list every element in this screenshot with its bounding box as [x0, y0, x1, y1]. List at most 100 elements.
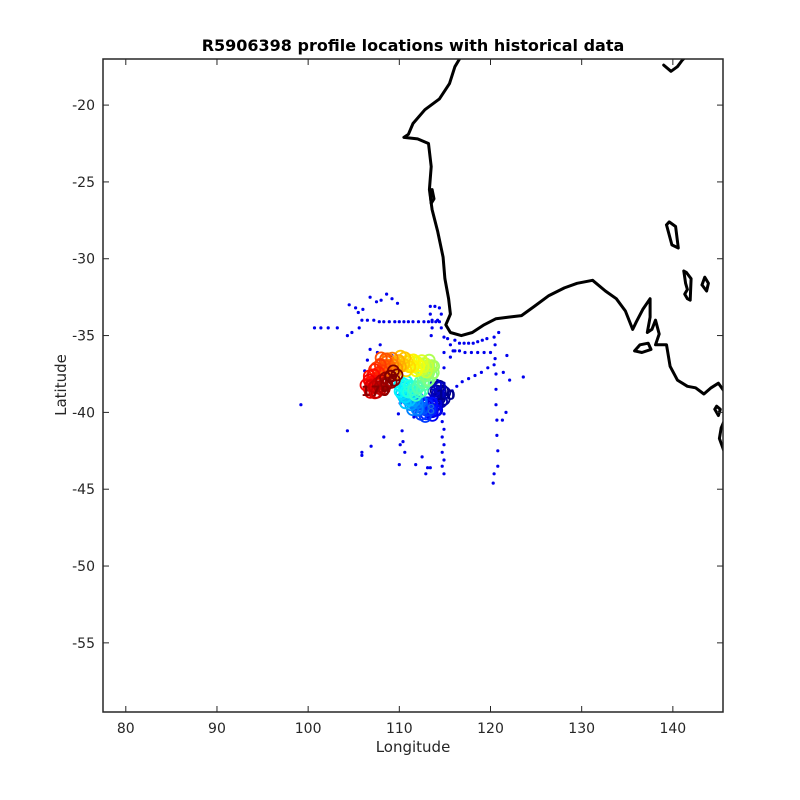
historical-point: [420, 455, 424, 459]
profile-location-marker: [415, 384, 429, 398]
historical-point: [369, 444, 373, 448]
historical-point: [488, 350, 493, 355]
profile-label-last: 179: [361, 384, 390, 400]
historical-point: [497, 330, 501, 335]
historical-point: [495, 418, 499, 422]
historical-point: [494, 403, 498, 407]
historical-point: [395, 301, 400, 305]
historical-point: [378, 343, 382, 347]
historical-point: [462, 341, 466, 345]
historical-point: [442, 335, 446, 339]
historical-point: [501, 370, 505, 374]
profile-label-first: 10: [436, 388, 456, 404]
historical-point: [460, 380, 464, 384]
historical-point: [354, 306, 358, 310]
historical-point: [453, 349, 457, 353]
historical-point: [442, 427, 446, 431]
historical-point: [372, 318, 376, 322]
coastline-segment: [700, 275, 710, 293]
x-tick-label: 100: [295, 721, 322, 737]
profile-location-marker: [386, 364, 400, 378]
historical-point: [402, 320, 406, 324]
historical-point: [463, 350, 467, 355]
historical-point: [496, 449, 500, 453]
historical-point: [361, 307, 365, 311]
coastline-segment: [665, 220, 680, 250]
historical-point: [495, 433, 499, 437]
historical-point: [473, 373, 477, 378]
historical-point: [482, 350, 486, 355]
historical-point: [500, 418, 504, 422]
historical-point: [440, 420, 444, 424]
coastline-segment: [428, 188, 436, 205]
historical-point: [428, 304, 432, 308]
y-tick-label: -20: [72, 98, 95, 114]
historical-point: [467, 377, 471, 381]
profile-location-marker: [390, 368, 404, 382]
historical-point: [521, 375, 525, 379]
historical-point: [406, 320, 410, 324]
x-tick-label: 130: [568, 721, 595, 737]
historical-point: [440, 450, 444, 454]
historical-point: [471, 341, 475, 345]
historical-point: [504, 410, 508, 414]
historical-point: [426, 466, 430, 470]
historical-point: [455, 384, 459, 388]
historical-point: [480, 338, 484, 342]
historical-point: [397, 463, 401, 467]
historical-point: [457, 349, 462, 353]
historical-point: [492, 335, 496, 339]
y-tick-label: -45: [72, 482, 95, 498]
historical-point: [387, 320, 391, 324]
x-tick-label: 120: [477, 721, 504, 737]
historical-point: [368, 295, 372, 299]
historical-point: [430, 326, 434, 330]
historical-point: [436, 318, 440, 322]
historical-point: [442, 412, 446, 416]
historical-point: [385, 292, 389, 296]
historical-point: [382, 320, 386, 324]
historical-data-layer: [299, 292, 525, 485]
historical-point: [368, 347, 372, 351]
historical-point: [446, 337, 450, 341]
historical-point: [414, 463, 418, 467]
historical-point: [492, 472, 496, 476]
x-tick-label: 90: [208, 721, 226, 737]
historical-point: [356, 310, 360, 315]
historical-point: [345, 334, 349, 338]
historical-point: [326, 326, 330, 330]
historical-point: [345, 429, 349, 433]
historical-point: [439, 312, 443, 316]
historical-point: [486, 366, 490, 370]
historical-point: [469, 350, 473, 355]
y-tick-label: -40: [72, 405, 95, 421]
historical-point: [365, 318, 369, 322]
profile-label-layer: 179 10 8: [361, 384, 456, 418]
historical-point: [428, 312, 432, 316]
historical-point: [396, 412, 400, 416]
historical-point: [433, 304, 437, 308]
x-tick-label: 110: [386, 721, 413, 737]
historical-point: [476, 340, 480, 344]
historical-point: [428, 466, 432, 470]
historical-point: [400, 429, 404, 433]
historical-point: [390, 297, 394, 301]
historical-point: [398, 443, 402, 447]
historical-point: [299, 403, 303, 407]
x-tick-label: 80: [117, 721, 135, 737]
y-axis-label: Latitude: [52, 354, 70, 416]
profile-location-marker: [433, 381, 447, 395]
historical-point: [360, 453, 364, 457]
historical-point: [440, 435, 444, 439]
historical-point: [491, 481, 495, 485]
x-axis-label: Longitude: [376, 738, 451, 756]
historical-point: [508, 378, 512, 382]
coastline-layer: [402, 59, 723, 452]
historical-point: [492, 363, 496, 367]
historical-point: [476, 350, 480, 355]
profile-location-marker: [374, 351, 388, 365]
historical-point: [442, 472, 446, 476]
historical-point: [430, 318, 434, 322]
historical-point: [485, 337, 489, 341]
y-axis: -20 -25 -30 -35 -40 -45 -50 -55: [72, 98, 723, 652]
